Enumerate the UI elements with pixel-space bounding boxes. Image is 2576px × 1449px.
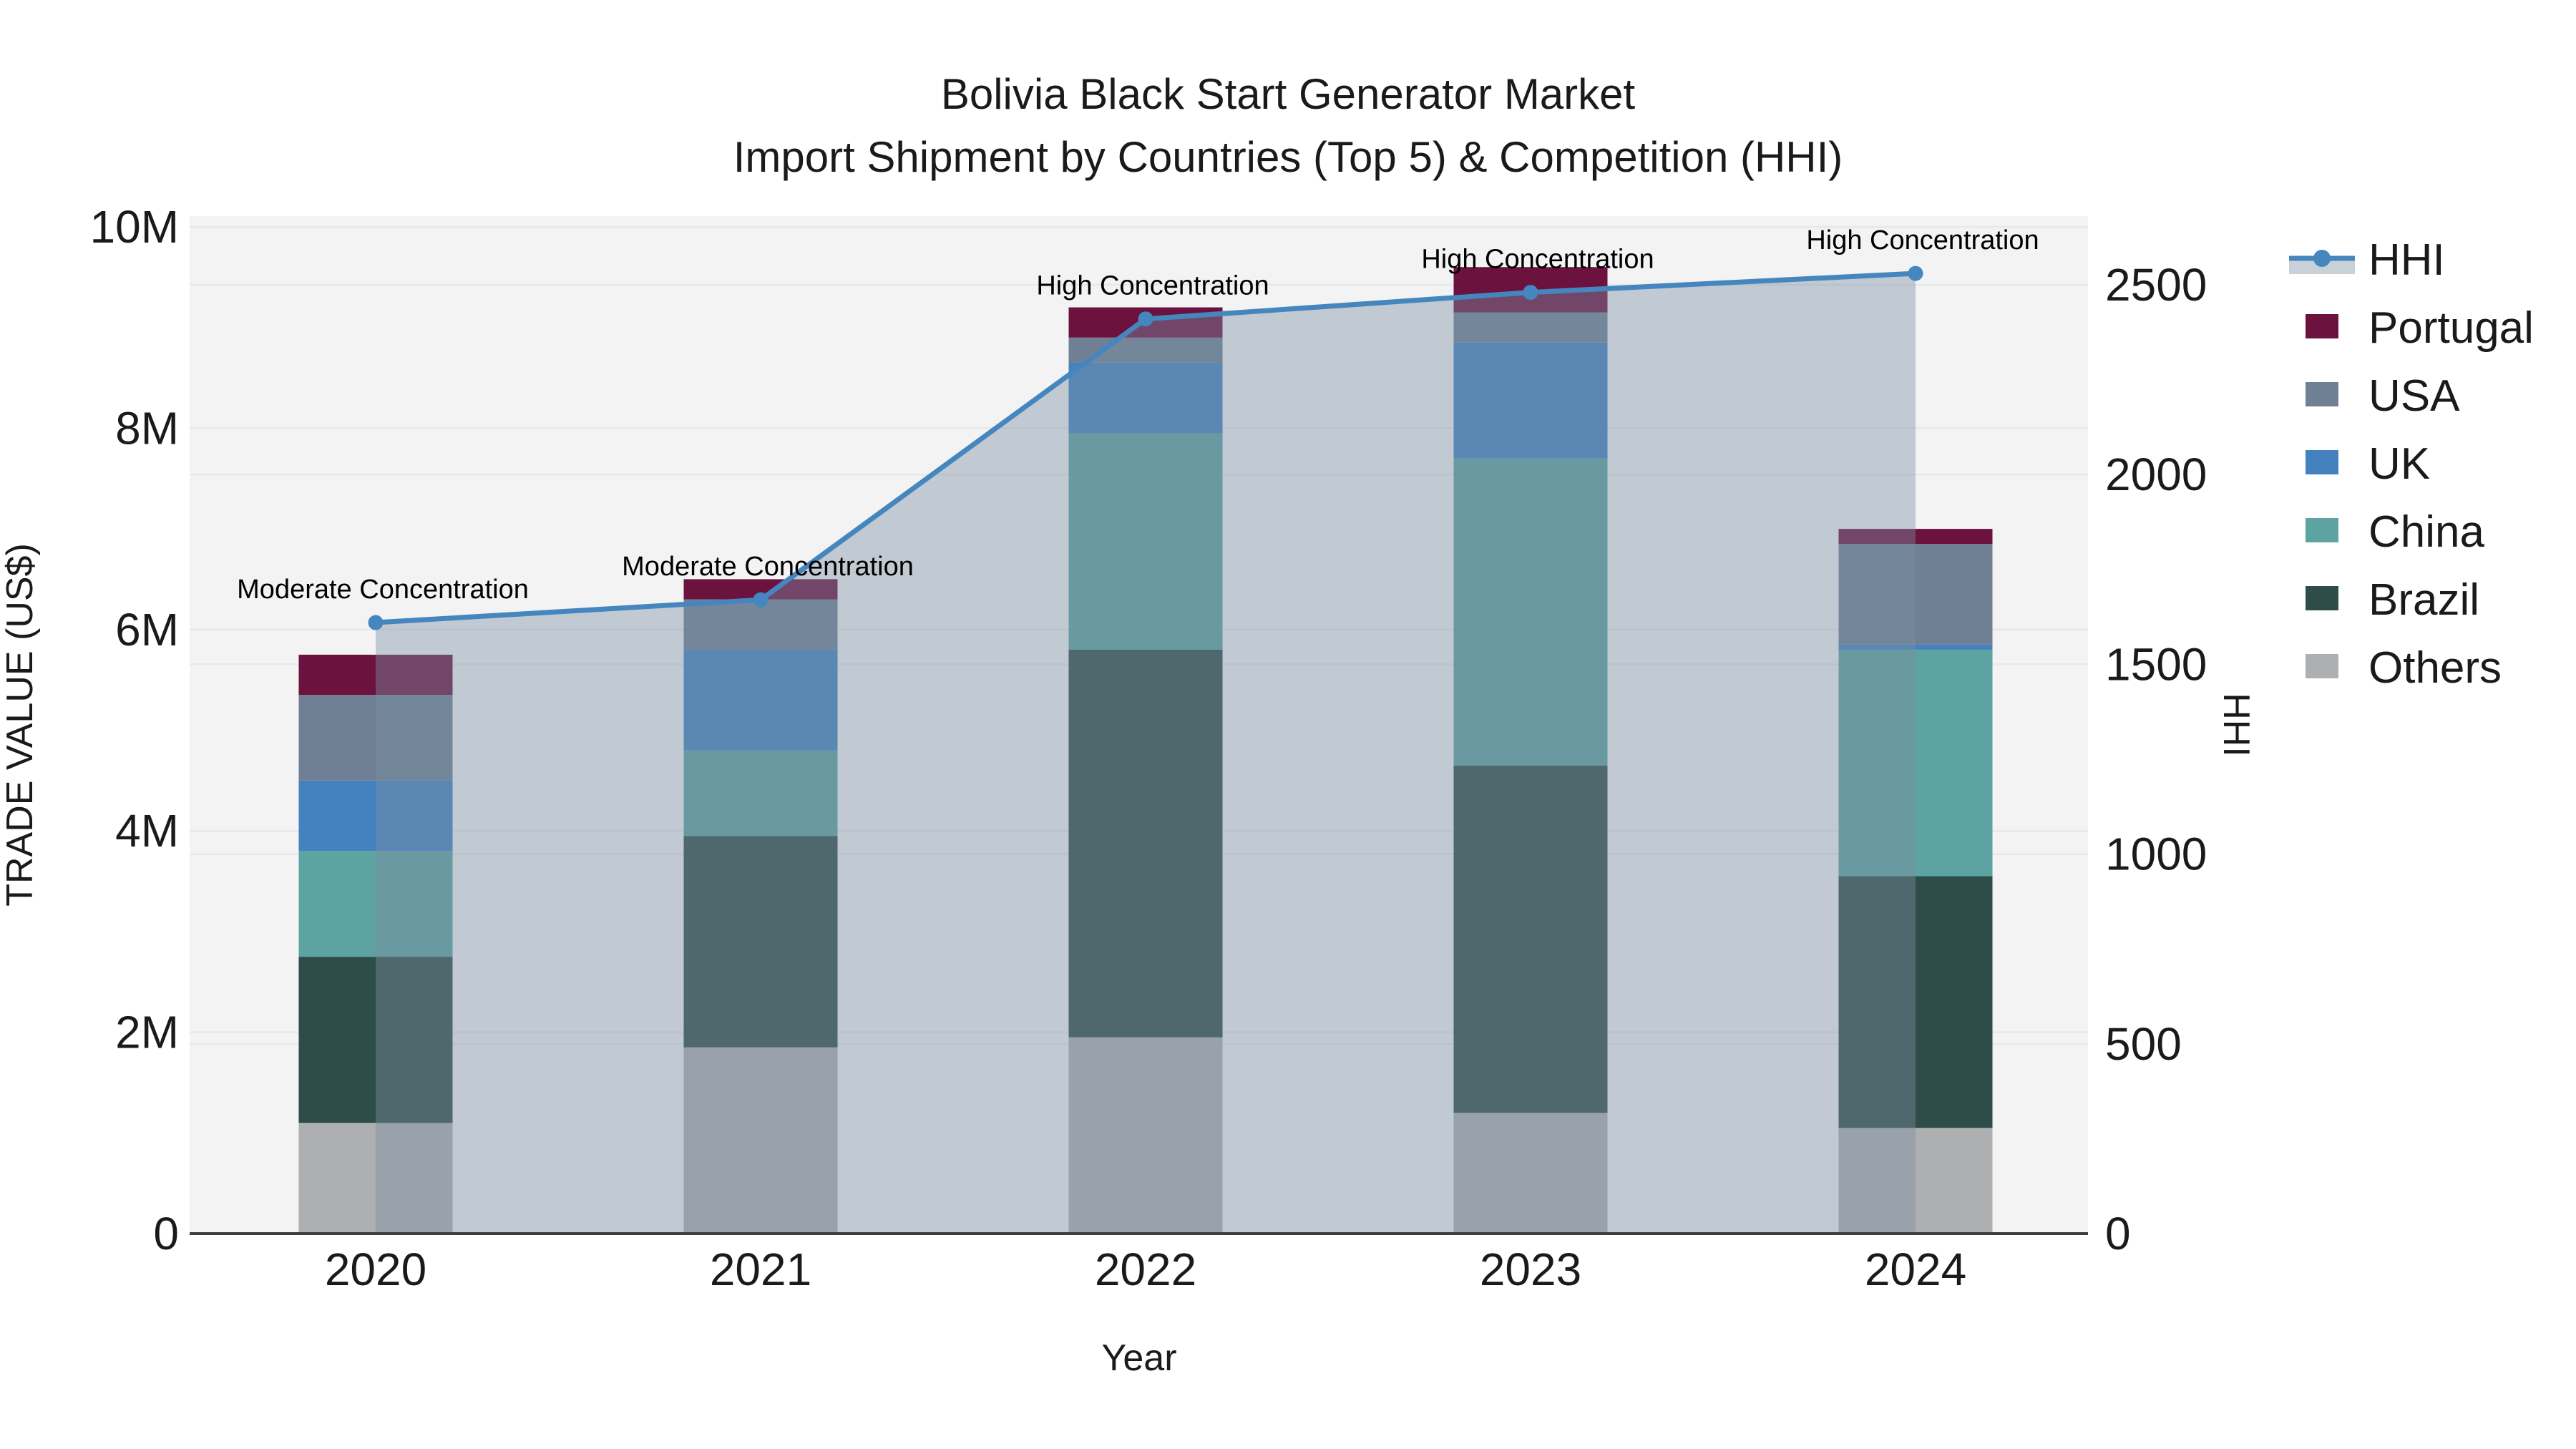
bar-segment-portugal-2024[interactable] <box>1838 529 1993 545</box>
annotation-2022: High Concentration <box>1036 271 1269 301</box>
bar-segment-china-2024[interactable] <box>1838 649 1993 877</box>
chart-title-line1: Bolivia Black Start Generator Market <box>941 70 1636 118</box>
bar-segment-china-2021[interactable] <box>683 750 838 836</box>
legend-label-uk: UK <box>2368 439 2430 489</box>
legend-label-china: China <box>2368 507 2485 557</box>
legend-swatch-uk <box>2306 450 2338 474</box>
legend-label-usa: USA <box>2368 371 2460 421</box>
x-tick-2023: 2023 <box>1480 1244 1581 1295</box>
hhi-area-fill <box>376 273 1916 1234</box>
y-left-tick-4M: 4M <box>115 805 179 857</box>
hhi-area-fill-shape <box>376 273 1916 1234</box>
y-left-tick-8M: 8M <box>115 402 179 454</box>
hhi-marker-2024[interactable] <box>1908 265 1923 281</box>
legend-swatch-usa <box>2306 382 2338 406</box>
bar-segment-uk-2022[interactable] <box>1068 362 1223 434</box>
hhi-marker-2021[interactable] <box>753 592 769 608</box>
hhi-marker-2023[interactable] <box>1523 285 1538 301</box>
legend-swatch-china <box>2306 518 2338 542</box>
legend-hhi-marker-icon <box>2313 250 2331 267</box>
bar-segment-others-2021[interactable] <box>683 1047 838 1234</box>
legend-label-hhi: HHI <box>2368 235 2445 285</box>
y-right-tick-1000: 1000 <box>2105 829 2207 880</box>
bar-segment-usa-2024[interactable] <box>1838 544 1993 645</box>
legend-item-usa[interactable]: USA <box>2306 371 2460 421</box>
y-right-tick-500: 500 <box>2105 1018 2182 1070</box>
x-axis-title: Year <box>1101 1337 1176 1379</box>
hhi-marker-2020[interactable] <box>368 615 384 630</box>
bar-segment-china-2022[interactable] <box>1068 433 1223 650</box>
annotations: Moderate Concentration Moderate Concentra… <box>237 225 2039 605</box>
annotation-2020: Moderate Concentration <box>237 575 529 605</box>
x-tick-2024: 2024 <box>1865 1244 1966 1295</box>
annotation-2024: High Concentration <box>1806 225 2039 255</box>
legend-item-uk[interactable]: UK <box>2306 439 2430 489</box>
bar-segment-uk-2021[interactable] <box>683 649 838 751</box>
y-left-tick-10M: 10M <box>90 201 180 253</box>
x-tick-2021: 2021 <box>710 1244 811 1295</box>
legend-label-portugal: Portugal <box>2368 303 2534 353</box>
bar-segment-uk-2020[interactable] <box>298 780 453 852</box>
y-right-tick-2000: 2000 <box>2105 449 2207 500</box>
legend-swatch-brazil <box>2306 586 2338 610</box>
bar-segment-brazil-2020[interactable] <box>298 957 453 1123</box>
bar-segment-usa-2021[interactable] <box>683 599 838 650</box>
y-right-tick-0: 0 <box>2105 1208 2131 1259</box>
hhi-marker-2022[interactable] <box>1138 311 1153 327</box>
annotation-2023: High Concentration <box>1421 245 1654 275</box>
bar-segment-china-2023[interactable] <box>1453 458 1608 766</box>
x-tick-2022: 2022 <box>1095 1244 1196 1295</box>
stacked-bars <box>298 267 1993 1234</box>
bar-segment-portugal-2020[interactable] <box>298 654 453 696</box>
y-left-tick-0: 0 <box>153 1208 179 1259</box>
bar-segment-uk-2023[interactable] <box>1453 342 1608 459</box>
y-left-tick-2M: 2M <box>115 1007 179 1058</box>
y-left-axis-title: TRADE VALUE (US$) <box>0 543 41 907</box>
bar-segment-brazil-2023[interactable] <box>1453 765 1608 1113</box>
y-right-tick-labels: 0 500 1000 1500 2000 2500 <box>2105 259 2207 1259</box>
legend-label-others: Others <box>2368 643 2502 693</box>
legend-item-portugal[interactable]: Portugal <box>2306 303 2534 353</box>
chart-title-line2: Import Shipment by Countries (Top 5) & C… <box>733 133 1843 181</box>
legend-item-hhi[interactable]: HHI <box>2289 235 2445 285</box>
y-left-tick-6M: 6M <box>115 604 179 655</box>
bar-segment-others-2020[interactable] <box>298 1123 453 1234</box>
y-right-tick-1500: 1500 <box>2105 638 2207 690</box>
legend: HHI Portugal USA UK China Brazil Others <box>2289 235 2534 693</box>
bar-segment-china-2020[interactable] <box>298 851 453 957</box>
bar-segment-others-2022[interactable] <box>1068 1037 1223 1234</box>
y-right-tick-2500: 2500 <box>2105 259 2207 311</box>
legend-label-brazil: Brazil <box>2368 575 2479 625</box>
legend-item-brazil[interactable]: Brazil <box>2306 575 2479 625</box>
bar-segment-usa-2023[interactable] <box>1453 312 1608 343</box>
y-right-axis-title: HHI <box>2215 693 2257 757</box>
hhi-line <box>368 265 1923 630</box>
legend-swatch-portugal <box>2306 314 2338 338</box>
legend-item-others[interactable]: Others <box>2306 643 2502 693</box>
bar-segment-others-2023[interactable] <box>1453 1113 1608 1234</box>
annotation-2021: Moderate Concentration <box>622 552 914 582</box>
legend-swatch-others <box>2306 654 2338 678</box>
y-left-tick-labels: 0 2M 4M 6M 8M 10M <box>90 201 180 1259</box>
bar-segment-brazil-2022[interactable] <box>1068 649 1223 1038</box>
bar-segment-brazil-2021[interactable] <box>683 836 838 1048</box>
x-tick-2020: 2020 <box>325 1244 426 1295</box>
legend-item-china[interactable]: China <box>2306 507 2485 557</box>
bar-segment-uk-2024[interactable] <box>1838 644 1993 650</box>
x-tick-labels: 2020 2021 2022 2023 2024 <box>325 1244 1966 1295</box>
bar-segment-others-2024[interactable] <box>1838 1128 1993 1234</box>
bar-segment-brazil-2024[interactable] <box>1838 876 1993 1128</box>
bar-segment-usa-2020[interactable] <box>298 695 453 781</box>
